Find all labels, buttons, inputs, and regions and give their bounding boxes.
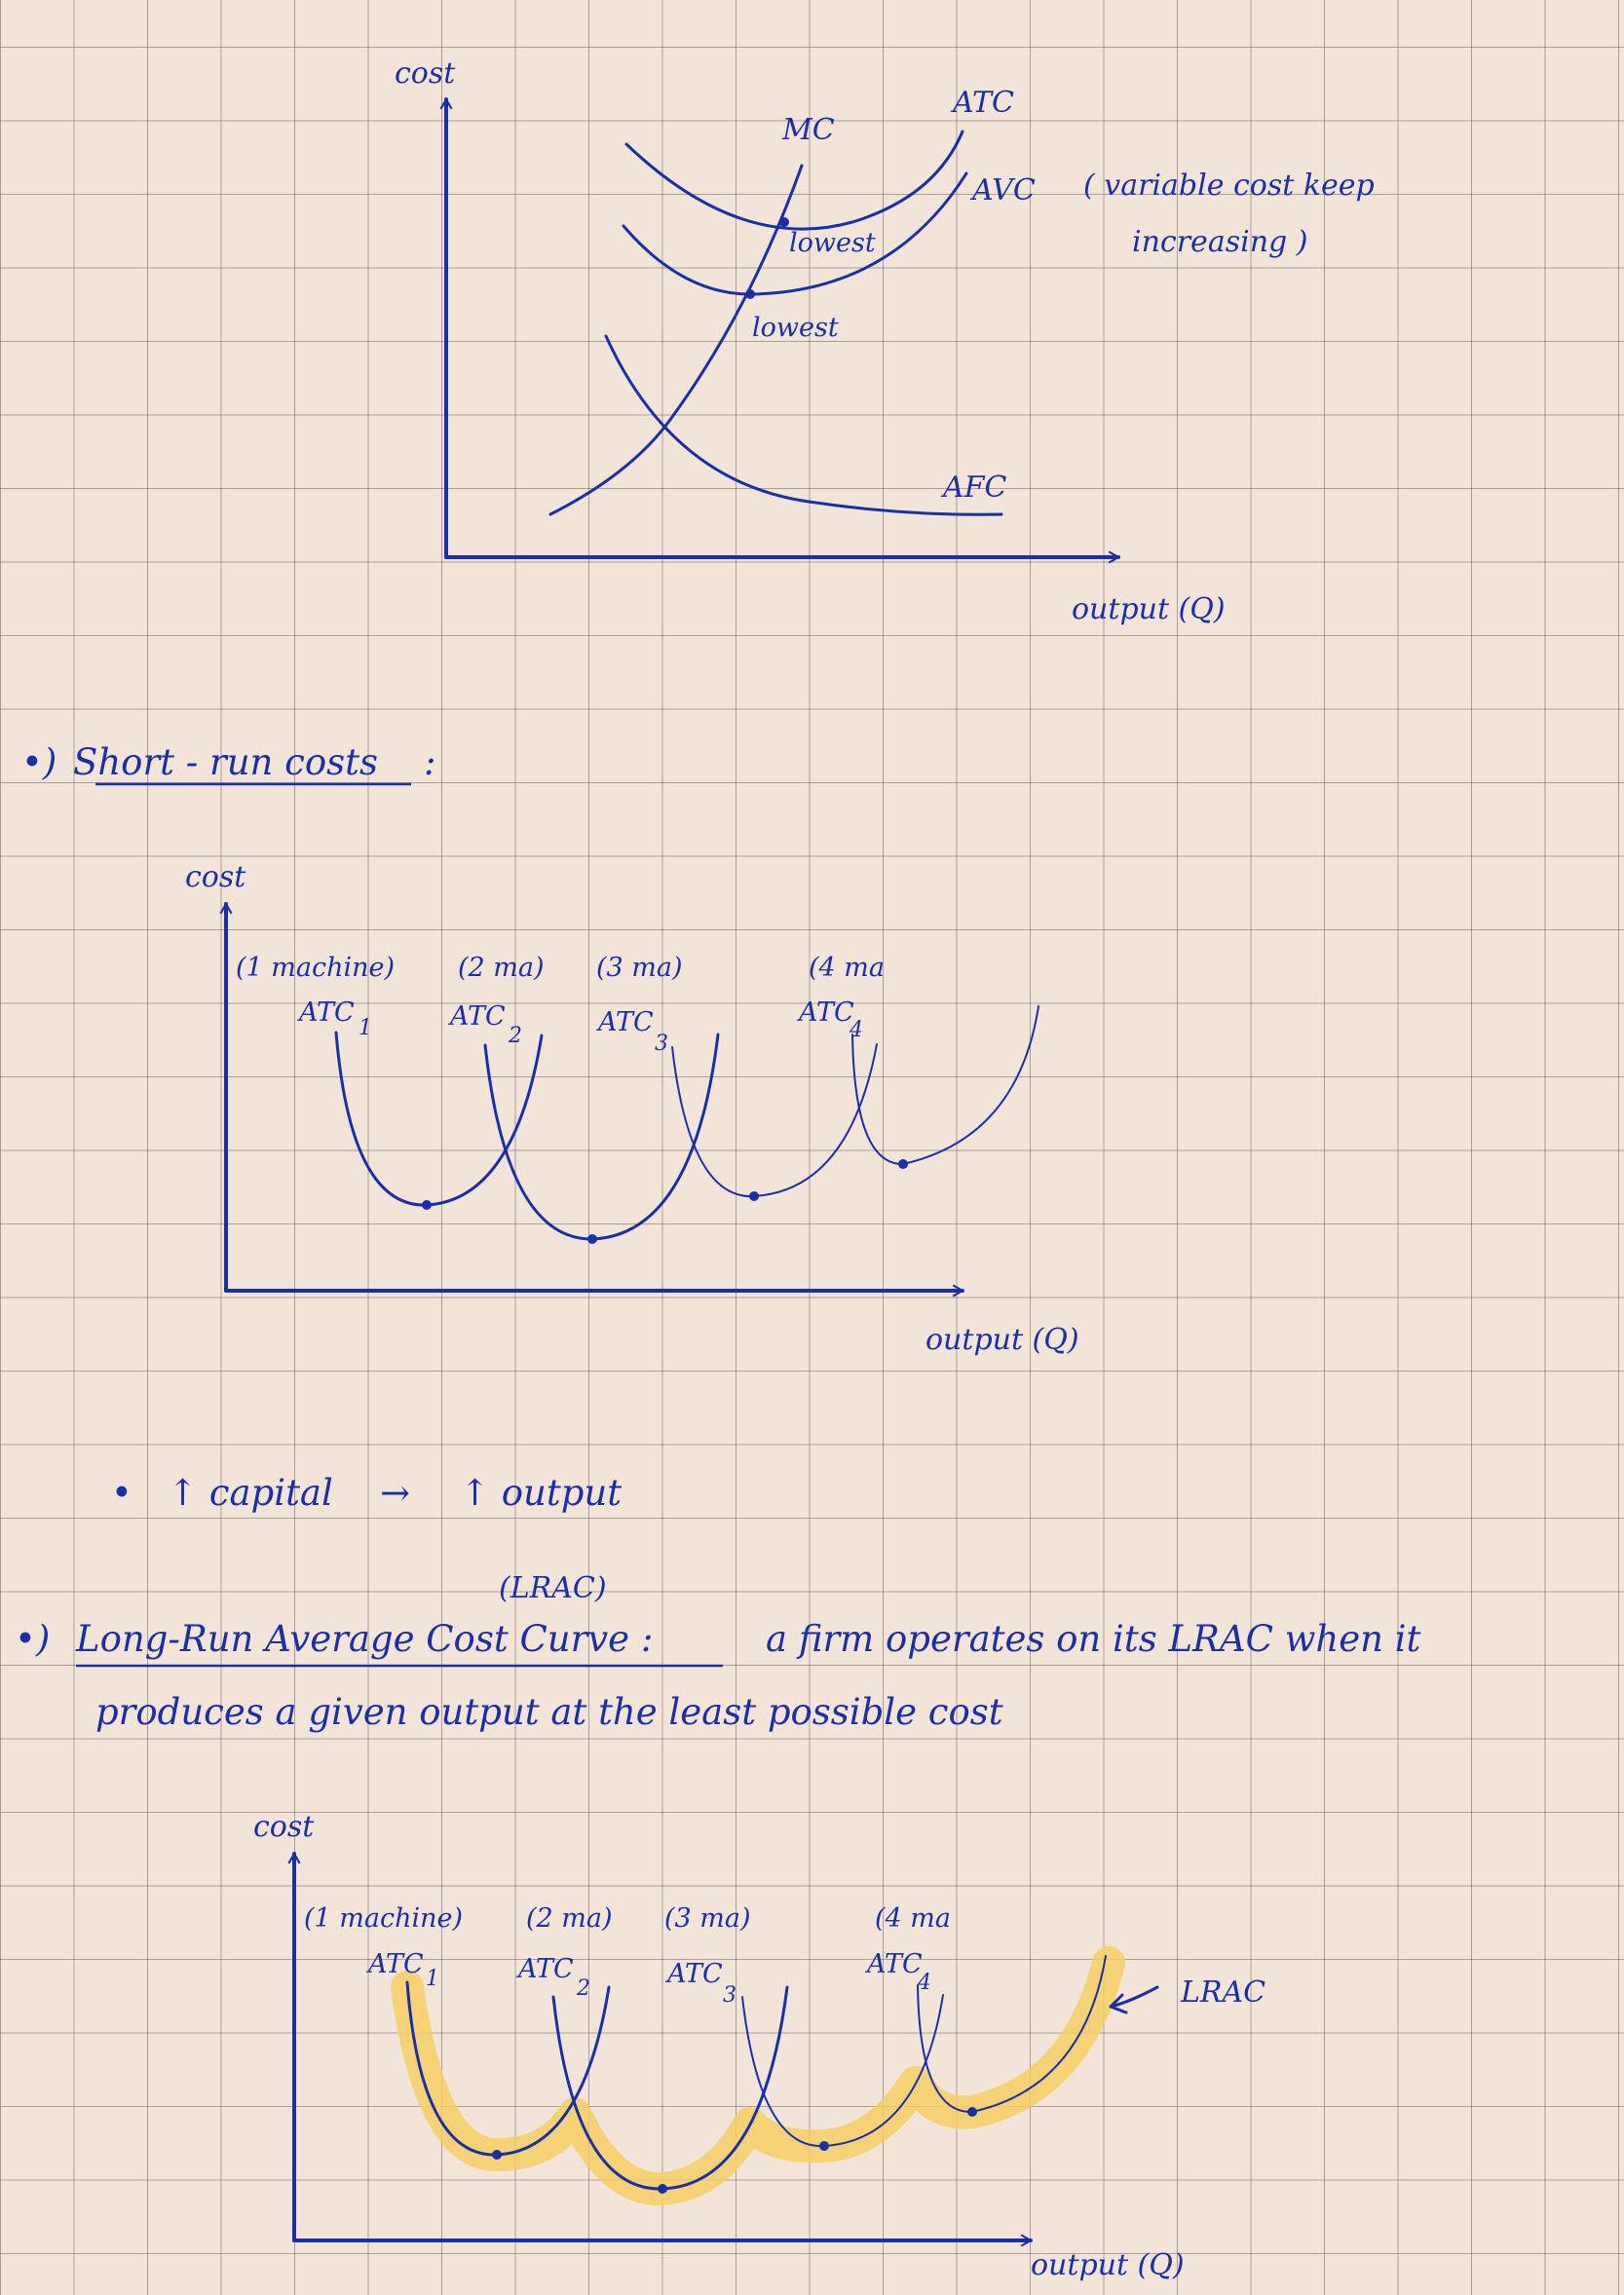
atc1-machine-label: (1 machine) (236, 953, 395, 983)
atc3-subscript: 3 (655, 1032, 668, 1056)
atc2-curve (483, 1033, 720, 1241)
fig1-y-label: cost (395, 56, 456, 91)
lrac-atc2-subscript: 2 (576, 1976, 590, 2001)
lrac-atc1-subscript: 1 (426, 1967, 439, 1991)
lrac-atc4-subscript: 4 (917, 1971, 931, 1995)
capital-bullet: • (111, 1472, 132, 1514)
capital-text: ↑ capital (168, 1472, 333, 1514)
atc1-label: ATC (296, 997, 355, 1028)
output-text: ↑ output (460, 1472, 622, 1514)
lrac-atc2-min-point (658, 2184, 667, 2194)
fig3-x-label: output (Q) (1031, 2248, 1185, 2282)
lrac-atc3-subscript: 3 (723, 1983, 736, 2008)
mc-label: MC (781, 113, 835, 147)
fig3-y-label: cost (253, 1810, 315, 1844)
atc4-label: ATC (796, 997, 854, 1028)
lrac-title: Long-Run Average Cost Curve : (75, 1618, 653, 1660)
short-run-title: Short - run costs (73, 741, 378, 783)
lrac-heading: (LRAC) •) Long-Run Average Cost Curve : … (15, 1571, 1421, 1733)
avc-note-line1: ( variable cost keep (1083, 169, 1375, 203)
lrac-atc4-machine-label: (4 ma (875, 1903, 951, 1934)
lrac-pointer-arrow (1109, 1985, 1159, 2014)
atc3-label: ATC (595, 1007, 654, 1037)
avc-curve (622, 171, 968, 296)
avc-min-point (745, 289, 755, 299)
lrac-text-line1: a firm operates on its LRAC when it (766, 1618, 1421, 1660)
lrac-curve-label: LRAC (1180, 1975, 1265, 2010)
atc-lowest-label: lowest (789, 228, 876, 258)
atc4-curve (851, 1005, 1039, 1166)
atc1-subscript: 1 (359, 1016, 372, 1040)
atc-curve (624, 130, 964, 231)
lrac-atc4-label: ATC (864, 1949, 923, 1979)
lrac-text-line2: produces a given output at the least pos… (95, 1691, 1003, 1733)
lrac-atc2-machine-label: (2 ma) (526, 1903, 613, 1934)
short-run-heading: •) Short - run costs : (21, 741, 435, 786)
lrac-atc3-min-point (819, 2141, 829, 2151)
lrac-atc1-min-point (492, 2150, 502, 2160)
atc4-subscript: 4 (849, 1018, 863, 1042)
atc2-subscript: 2 (508, 1024, 522, 1048)
afc-label: AFC (940, 470, 1006, 505)
avc-lowest-label: lowest (752, 313, 839, 343)
lrac-atc2-label: ATC (515, 1954, 574, 1984)
atc3-min-point (749, 1191, 759, 1201)
mc-curve (548, 164, 804, 516)
cost-curves-diagram: cost output (Q) MC ATC AVC AFC lowest lo… (395, 56, 1375, 626)
capital-arrow: → (380, 1472, 410, 1514)
lrac-atc3-label: ATC (664, 1959, 723, 1989)
lrac-diagram: cost output (Q) (1 machine) (2 ma) (3 ma… (253, 1810, 1265, 2282)
lrac-atc3-machine-label: (3 ma) (664, 1903, 751, 1934)
atc-label: ATC (950, 86, 1014, 120)
atc3-machine-label: (3 ma) (596, 953, 683, 983)
atc4-min-point (898, 1159, 908, 1169)
fig1-x-label: output (Q) (1072, 592, 1226, 626)
avc-label: AVC (969, 173, 1036, 207)
atc2-label: ATC (447, 1001, 506, 1032)
atc2-min-point (587, 1234, 597, 1244)
afc-curve (604, 334, 1003, 516)
atc2-machine-label: (2 ma) (458, 953, 545, 983)
short-run-colon: : (424, 741, 435, 783)
fig2-x-label: output (Q) (925, 1323, 1079, 1357)
short-run-atc-diagram: cost output (Q) (1 machine) (2 ma) (3 ma… (185, 860, 1079, 1357)
avc-note-line2: increasing ) (1132, 225, 1307, 259)
atc4-machine-label: (4 ma (809, 953, 885, 983)
atc1-min-point (422, 1200, 432, 1210)
lrac-bullet: •) (15, 1618, 50, 1660)
lrac-atc1-label: ATC (365, 1949, 424, 1979)
capital-output-note: • ↑ capital → ↑ output (111, 1472, 622, 1514)
lrac-atc4-min-point (967, 2107, 977, 2117)
short-run-bullet: •) (21, 741, 57, 783)
lrac-atc1-machine-label: (1 machine) (304, 1903, 463, 1934)
lrac-abbr: (LRAC) (499, 1571, 607, 1605)
atc-min-point (779, 217, 789, 227)
atc1-curve (334, 1031, 544, 1207)
fig2-y-label: cost (185, 860, 246, 894)
